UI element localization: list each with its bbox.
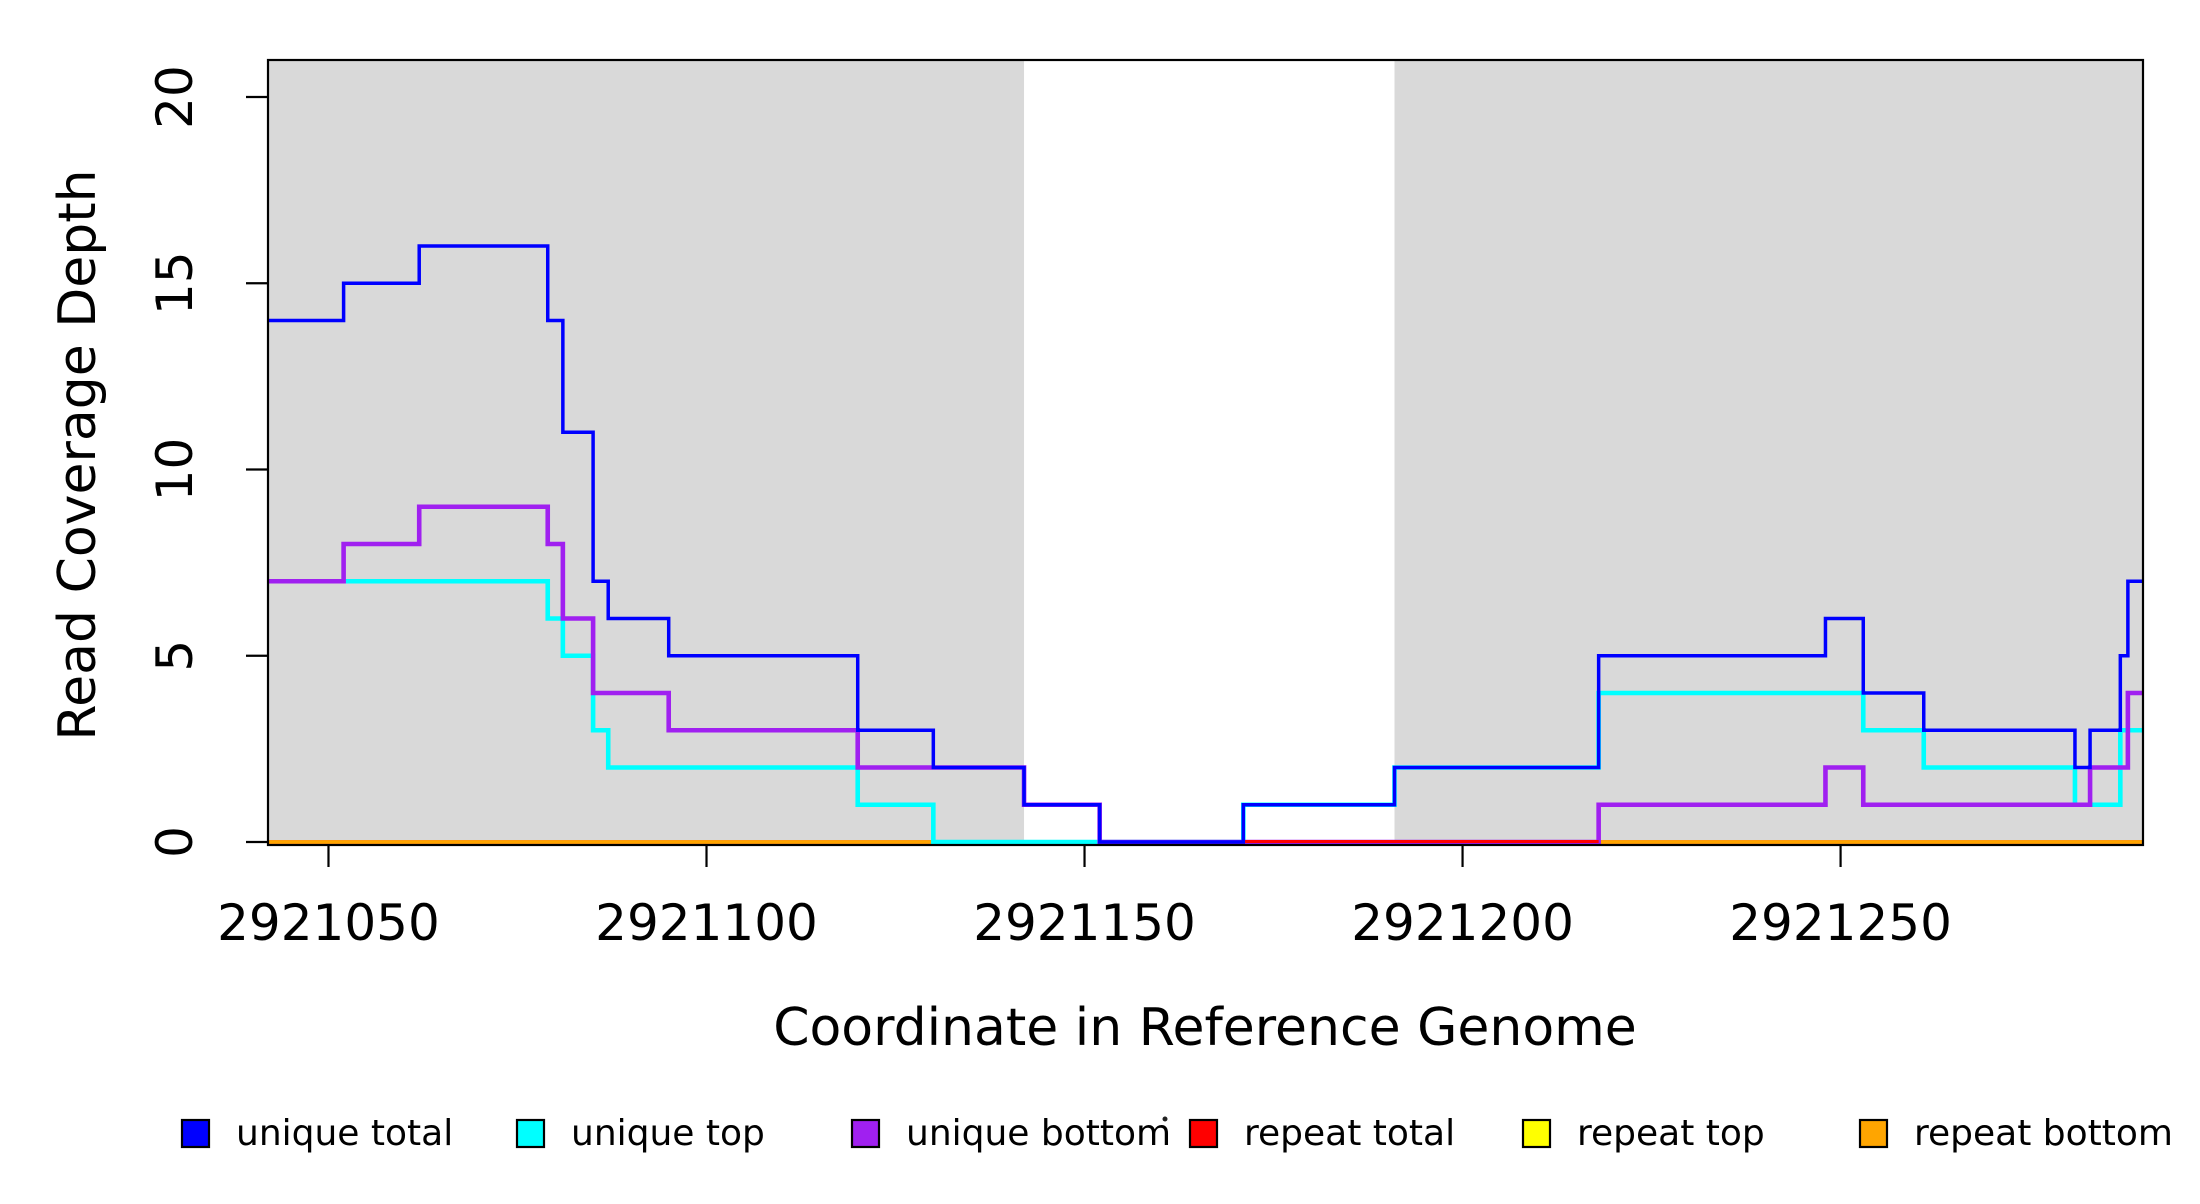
legend-label: repeat top [1577,1113,1765,1154]
x-tick-label: 2921050 [217,894,440,952]
plot-frame [266,58,2145,847]
legend-item-unique-total: unique total [180,1113,453,1154]
y-tick-label: 0 [146,826,204,858]
x-tick-label: 2921200 [1351,894,1574,952]
legend-swatch [180,1118,211,1149]
legend: unique total unique top unique bottom repea… [180,1113,2173,1154]
repeat-region-shade [1394,60,2143,842]
legend-swatch [515,1118,546,1149]
y-tick-label: 10 [146,438,204,502]
legend-swatch [1521,1118,1552,1149]
legend-item-repeat-top: repeat top [1521,1113,1765,1154]
stray-dot [1162,1116,1168,1122]
legend-item-unique-top: unique top [515,1113,765,1154]
legend-item-unique-bottom: unique bottom [850,1113,1171,1154]
plot-border [266,58,2145,847]
legend-item-repeat-total: repeat total [1188,1113,1455,1154]
legend-swatch [1858,1118,1889,1149]
legend-item-repeat-bottom: repeat bottom [1858,1113,2173,1154]
x-tick-label: 2921250 [1729,894,1952,952]
legend-label: unique top [571,1113,765,1154]
legend-label: repeat total [1244,1113,1455,1154]
series-line-unique-total [268,244,2143,844]
y-tick-label: 20 [146,65,204,129]
y-axis-title: Read Coverage Depth [48,169,108,740]
legend-label: repeat bottom [1914,1113,2173,1154]
repeat-region-shading [268,60,2143,842]
x-tick-label: 2921150 [973,894,1196,952]
repeat-region-shade [268,60,1025,842]
y-tick-label: 5 [146,640,204,672]
legend-swatch [850,1118,881,1149]
legend-label: unique bottom [906,1113,1171,1154]
x-axis-title: Coordinate in Reference Genome [773,998,1637,1058]
axis-ticks-and-labels: 2921050 2921100 2921150 2921200 2921250 0 5 10 1… [146,65,1952,952]
legend-swatch [1188,1118,1219,1149]
x-tick-label: 2921100 [595,894,818,952]
legend-label: unique total [236,1113,453,1154]
series-lines [268,244,2143,845]
y-tick-label: 15 [146,251,204,315]
